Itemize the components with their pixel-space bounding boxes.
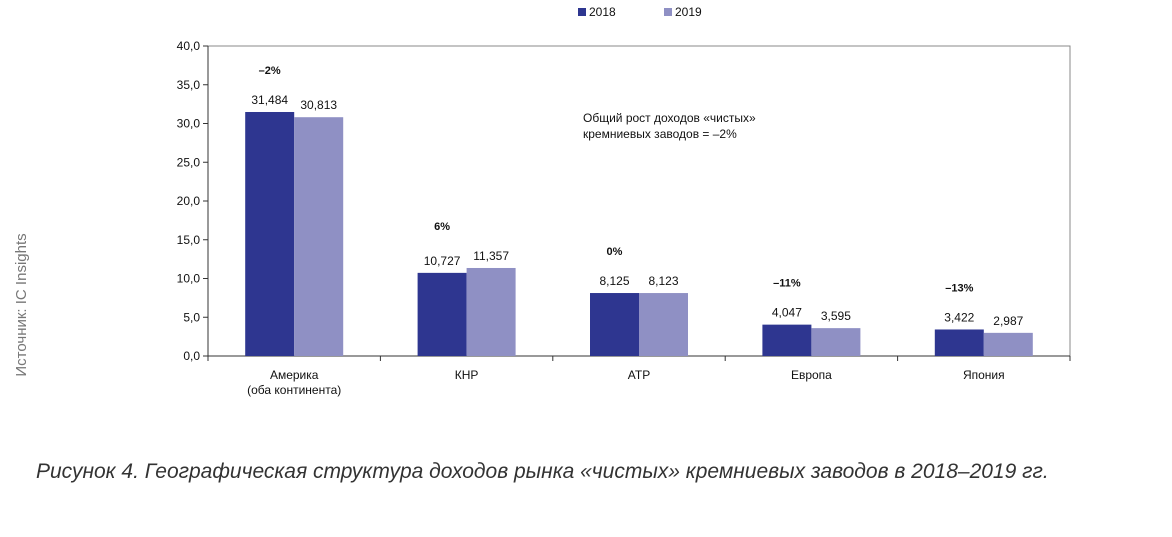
y-tick-label: 40,0 bbox=[177, 39, 201, 53]
growth-label: 6% bbox=[434, 221, 450, 233]
bars bbox=[245, 111, 1033, 357]
category-label: КНР bbox=[455, 368, 479, 382]
category-label-line: ATP bbox=[628, 368, 650, 382]
y-axis-ticks: 0,0 5,0 10,0 15,0 20,0 25,0 30,0 35,0 40,0 bbox=[177, 39, 1071, 363]
category-label-line: (оба континента) bbox=[247, 383, 341, 397]
bar-2018 bbox=[417, 272, 467, 356]
bar-2019 bbox=[983, 332, 1033, 356]
annotation: Общий рост доходов «чистых» кремниевых за… bbox=[583, 111, 756, 141]
y-tick-label: 35,0 bbox=[177, 78, 201, 92]
legend: 2018 2019 bbox=[578, 5, 702, 19]
bar-2018 bbox=[245, 111, 295, 357]
category-label: ATP bbox=[628, 368, 650, 382]
value-label: 3,422 bbox=[944, 310, 974, 324]
annotation-line: кремниевых заводов = –2% bbox=[583, 127, 737, 141]
y-tick-label: 15,0 bbox=[177, 233, 201, 247]
growth-label: 0% bbox=[607, 246, 623, 258]
legend-label-2018: 2018 bbox=[589, 5, 616, 19]
growth-label: –13% bbox=[945, 282, 973, 294]
bar-2018 bbox=[762, 324, 812, 356]
y-tick-label: 20,0 bbox=[177, 194, 201, 208]
category-label-line: Европа bbox=[791, 368, 832, 382]
data-labels: 31,484 30,813 –2% 10,727 11,357 6% 8,125 8,123 0… bbox=[251, 65, 1023, 328]
category-label: Япония bbox=[963, 368, 1005, 382]
value-label: 4,047 bbox=[772, 306, 802, 320]
source-label: Источник: IC Insights bbox=[13, 233, 30, 376]
annotation-line: Общий рост доходов «чистых» bbox=[583, 111, 756, 125]
bar-2019 bbox=[811, 328, 861, 356]
growth-label: –2% bbox=[259, 65, 281, 77]
value-label: 3,595 bbox=[821, 309, 851, 323]
value-label: 30,813 bbox=[300, 98, 337, 112]
bar-2019 bbox=[294, 117, 344, 356]
y-tick-label: 30,0 bbox=[177, 117, 201, 131]
bar-2019 bbox=[466, 267, 516, 356]
y-tick-label: 5,0 bbox=[183, 310, 200, 324]
y-tick-label: 0,0 bbox=[183, 349, 200, 363]
value-label: 8,125 bbox=[599, 274, 629, 288]
value-label: 31,484 bbox=[251, 93, 288, 107]
bar-2018 bbox=[934, 329, 984, 356]
legend-swatch-2019 bbox=[664, 8, 672, 16]
category-label: Европа bbox=[791, 368, 832, 382]
y-tick-label: 25,0 bbox=[177, 155, 201, 169]
legend-swatch-2018 bbox=[578, 8, 586, 16]
category-label: Америка (оба континента) bbox=[247, 368, 341, 397]
value-label: 10,727 bbox=[424, 254, 461, 268]
figure-caption: Рисунок 4. Географическая структура дохо… bbox=[36, 460, 1049, 483]
legend-label-2019: 2019 bbox=[675, 5, 702, 19]
value-label: 11,357 bbox=[473, 249, 509, 263]
value-label: 8,123 bbox=[648, 274, 678, 288]
growth-label: –11% bbox=[773, 278, 801, 290]
category-label-line: Америка bbox=[270, 368, 319, 382]
category-label-line: КНР bbox=[455, 368, 479, 382]
y-tick-label: 10,0 bbox=[177, 272, 201, 286]
category-label-line: Япония bbox=[963, 368, 1005, 382]
bar-2019 bbox=[639, 293, 688, 356]
bar-2018 bbox=[590, 293, 639, 356]
category-labels: Америка (оба континента) КНР ATP Европа Япони… bbox=[247, 368, 1004, 397]
value-label: 2,987 bbox=[993, 314, 1023, 328]
